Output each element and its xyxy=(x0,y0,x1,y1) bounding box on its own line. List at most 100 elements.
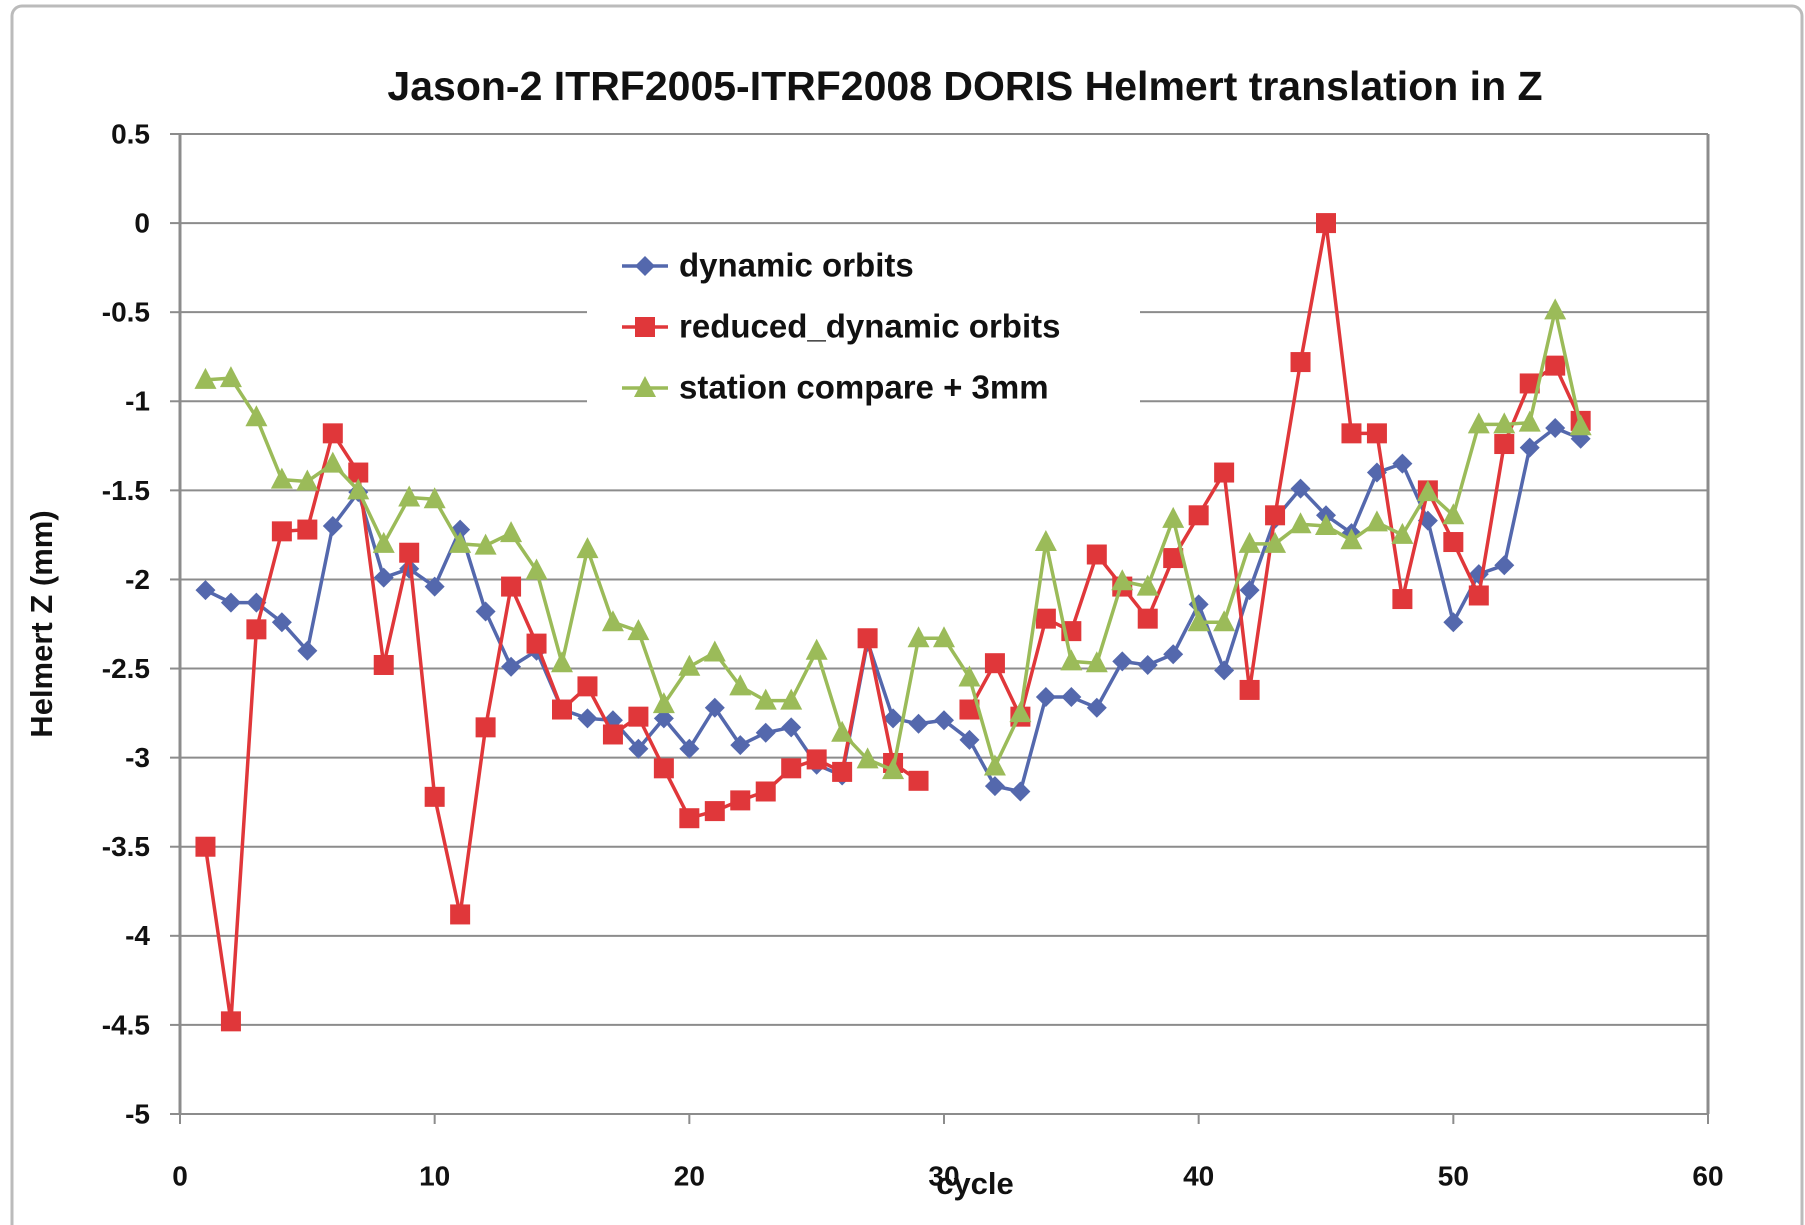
marker xyxy=(1112,651,1133,672)
marker xyxy=(1569,414,1592,436)
marker xyxy=(1187,610,1210,632)
marker xyxy=(424,576,445,597)
marker xyxy=(1163,644,1184,665)
marker xyxy=(347,478,370,500)
marker xyxy=(678,654,701,676)
marker xyxy=(628,706,649,727)
marker xyxy=(1239,679,1260,700)
marker xyxy=(679,808,700,829)
marker xyxy=(449,531,472,553)
marker xyxy=(908,770,929,791)
marker xyxy=(1035,608,1056,629)
marker xyxy=(399,542,420,563)
marker xyxy=(781,758,802,779)
y-tick-label: 0 xyxy=(134,207,150,238)
marker xyxy=(526,633,547,654)
marker xyxy=(219,366,242,388)
marker xyxy=(373,654,394,675)
marker xyxy=(635,317,655,337)
y-tick-label: -1.5 xyxy=(102,475,150,506)
marker xyxy=(781,717,802,738)
marker xyxy=(348,462,369,483)
marker xyxy=(423,487,446,509)
marker xyxy=(1137,608,1158,629)
marker xyxy=(501,576,522,597)
marker xyxy=(297,519,318,540)
marker xyxy=(1392,589,1413,610)
marker xyxy=(577,708,598,729)
marker xyxy=(576,537,599,559)
marker xyxy=(703,640,726,662)
marker xyxy=(959,699,980,720)
marker xyxy=(195,580,216,601)
marker xyxy=(1086,697,1107,718)
marker xyxy=(704,697,725,718)
marker xyxy=(755,722,776,743)
legend-label: reduced_dynamic orbits xyxy=(679,308,1060,345)
marker xyxy=(1545,355,1566,376)
marker xyxy=(1494,434,1515,455)
marker xyxy=(1467,412,1490,434)
marker xyxy=(1035,687,1056,708)
marker xyxy=(984,653,1005,674)
marker xyxy=(1545,418,1566,438)
marker xyxy=(679,738,700,759)
marker xyxy=(959,729,980,750)
marker xyxy=(194,367,217,389)
marker xyxy=(1290,478,1311,499)
marker xyxy=(372,531,395,553)
marker xyxy=(652,692,675,714)
marker xyxy=(934,710,954,731)
marker xyxy=(1416,480,1439,502)
x-tick-label: 20 xyxy=(674,1160,705,1191)
marker xyxy=(1290,352,1311,373)
chart-title: Jason-2 ITRF2005-ITRF2008 DORIS Helmert … xyxy=(387,63,1542,109)
y-tick-label: -3.5 xyxy=(102,831,150,862)
x-tick-label: 30 xyxy=(928,1160,959,1191)
marker xyxy=(474,533,497,555)
marker xyxy=(635,256,655,276)
marker xyxy=(883,708,904,729)
marker xyxy=(220,1011,241,1032)
marker xyxy=(1365,510,1388,532)
x-tick-label: 40 xyxy=(1183,1160,1214,1191)
marker xyxy=(500,521,523,543)
y-tick-label: -2.5 xyxy=(102,653,150,684)
y-tick-label: 0.5 xyxy=(111,118,150,149)
marker xyxy=(1340,528,1363,550)
marker xyxy=(322,516,343,536)
marker xyxy=(1163,548,1184,569)
marker xyxy=(271,521,292,542)
marker xyxy=(729,674,752,696)
marker xyxy=(653,758,674,779)
marker xyxy=(628,738,649,759)
marker xyxy=(805,638,828,660)
marker xyxy=(958,665,981,687)
marker xyxy=(1214,462,1235,483)
y-tick-label: -2 xyxy=(125,564,150,595)
marker xyxy=(1518,410,1541,432)
marker xyxy=(780,688,803,710)
marker xyxy=(450,904,471,925)
marker xyxy=(857,628,878,649)
marker xyxy=(1544,298,1567,320)
marker xyxy=(373,567,394,588)
marker xyxy=(704,801,725,822)
marker xyxy=(1060,649,1083,671)
marker xyxy=(475,601,496,622)
marker xyxy=(1289,512,1312,534)
y-axis-label: Helmert Z (mm) xyxy=(24,510,59,737)
marker xyxy=(754,688,777,710)
marker xyxy=(1111,569,1134,591)
marker xyxy=(806,749,827,770)
marker xyxy=(601,610,624,632)
marker xyxy=(424,786,445,807)
marker xyxy=(1162,506,1185,528)
marker xyxy=(602,724,623,745)
marker xyxy=(983,754,1006,776)
marker xyxy=(195,836,216,857)
marker xyxy=(321,451,344,473)
marker xyxy=(1391,522,1414,544)
